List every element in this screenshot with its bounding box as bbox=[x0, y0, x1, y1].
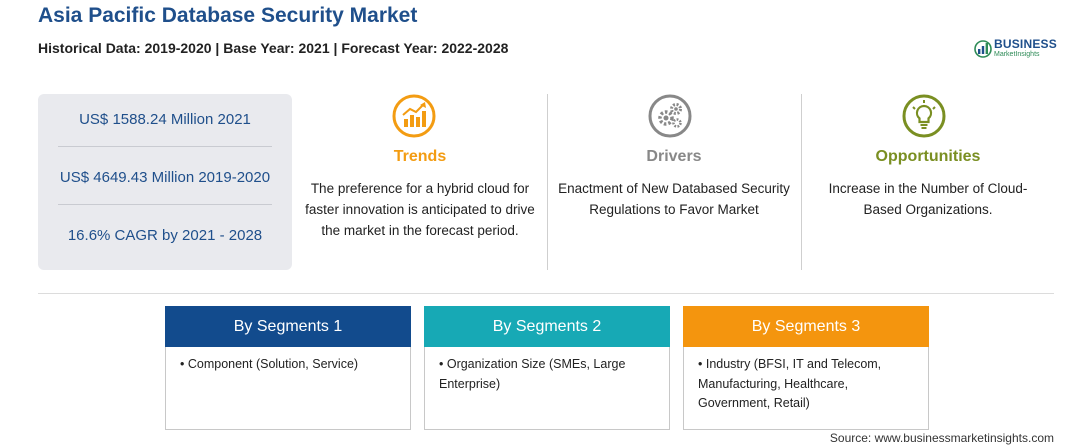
brand-logo: BUSINESS MarketInsights bbox=[974, 36, 1064, 64]
stat-market-size-2021: US$ 1588.24 Million 2021 bbox=[79, 111, 251, 128]
opportunities-description: Increase in the Number of Cloud-Based Or… bbox=[828, 181, 1028, 217]
stat-divider bbox=[58, 146, 272, 147]
segment-1-item: • Component (Solution, Service) bbox=[180, 357, 359, 371]
market-stats-panel: US$ 1588.24 Million 2021 US$ 4649.43 Mil… bbox=[38, 94, 292, 270]
growth-chart-icon bbox=[392, 94, 436, 138]
stat-cagr: 16.6% CAGR by 2021 - 2028 bbox=[67, 227, 263, 244]
page-subtitle: Historical Data: 2019-2020 | Base Year: … bbox=[38, 40, 509, 56]
segment-3-title: By Segments 3 bbox=[683, 306, 929, 347]
segment-1-title: By Segments 1 bbox=[165, 306, 411, 347]
logo-icon bbox=[974, 40, 992, 58]
segment-2-title: By Segments 2 bbox=[424, 306, 670, 347]
logo-tagline-text: MarketInsights bbox=[994, 51, 1040, 58]
column-divider bbox=[547, 94, 548, 270]
segment-card-2: By Segments 2 • Organization Size (SMEs,… bbox=[424, 306, 670, 430]
section-divider bbox=[38, 293, 1054, 294]
drivers-heading: Drivers bbox=[646, 148, 702, 165]
logo-brand-text: BUSINESS bbox=[994, 37, 1057, 51]
opportunities-heading: Opportunities bbox=[875, 148, 981, 165]
column-divider bbox=[801, 94, 802, 270]
gears-icon bbox=[648, 94, 692, 138]
segment-card-3: By Segments 3 • Industry (BFSI, IT and T… bbox=[683, 306, 929, 430]
segment-3-item: • Industry (BFSI, IT and Telecom, Manufa… bbox=[698, 357, 882, 410]
stat-divider bbox=[58, 204, 272, 205]
lightbulb-icon bbox=[902, 94, 946, 138]
source-credit: Source: www.businessmarketinsights.com bbox=[829, 431, 1054, 445]
trends-description: The preference for a hybrid cloud for fa… bbox=[305, 181, 535, 238]
segment-2-item: • Organization Size (SMEs, Large Enterpr… bbox=[439, 357, 626, 391]
segment-card-1: By Segments 1 • Component (Solution, Ser… bbox=[165, 306, 411, 430]
drivers-description: Enactment of New Databased Security Regu… bbox=[558, 181, 790, 217]
trends-heading: Trends bbox=[393, 148, 447, 165]
stat-market-size-historical: US$ 4649.43 Million 2019-2020 bbox=[59, 169, 271, 186]
page-title: Asia Pacific Database Security Market bbox=[38, 4, 418, 27]
